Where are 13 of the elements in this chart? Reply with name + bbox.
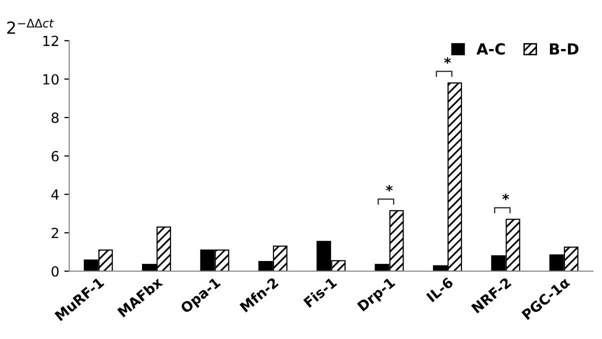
y-axis-title: 2$^{−ΔΔct}$ <box>7 18 54 34</box>
legend-label: A-C <box>476 43 505 55</box>
annotation: * <box>502 194 510 200</box>
y-tick-label: 4 <box>51 190 59 200</box>
annotation: * <box>386 185 393 192</box>
y-tick-label: 12 <box>43 36 58 46</box>
y-tick-label: 6 <box>52 150 59 162</box>
y-tick-label: 10 <box>43 74 59 85</box>
annotation: * <box>444 57 451 64</box>
y-tick-label: 2 <box>52 228 58 238</box>
legend-label: B-D <box>550 43 578 55</box>
y-tick-label: 8 <box>52 112 59 123</box>
y-tick-label: 0 <box>52 266 59 277</box>
